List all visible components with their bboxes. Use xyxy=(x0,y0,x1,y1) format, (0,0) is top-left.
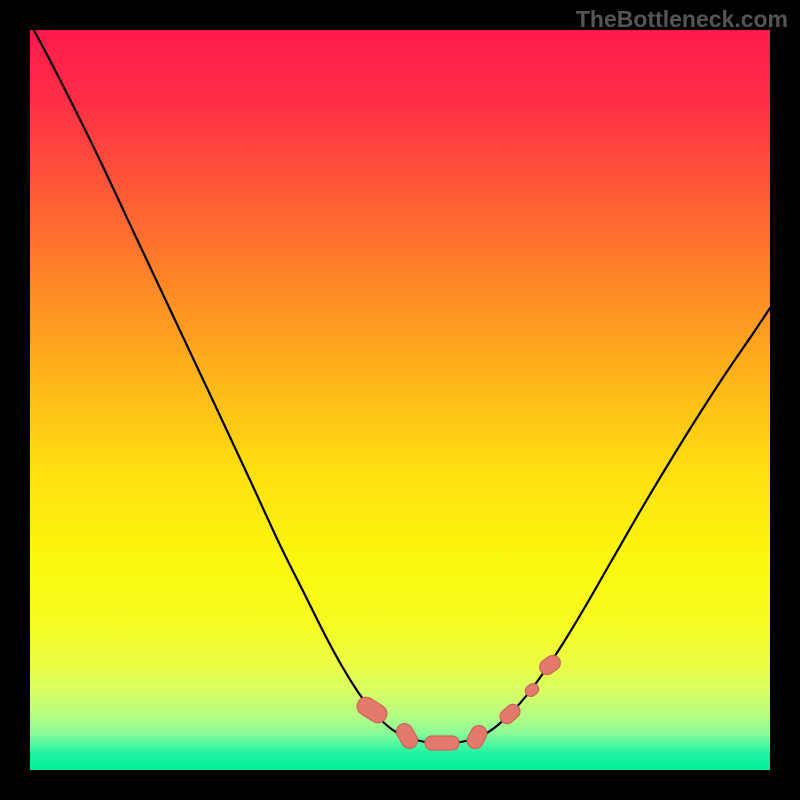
watermark-text: TheBottleneck.com xyxy=(576,6,788,33)
chart-svg xyxy=(0,0,800,800)
gradient-background xyxy=(30,30,770,770)
plot-area xyxy=(0,0,800,800)
curve-marker xyxy=(425,736,459,750)
